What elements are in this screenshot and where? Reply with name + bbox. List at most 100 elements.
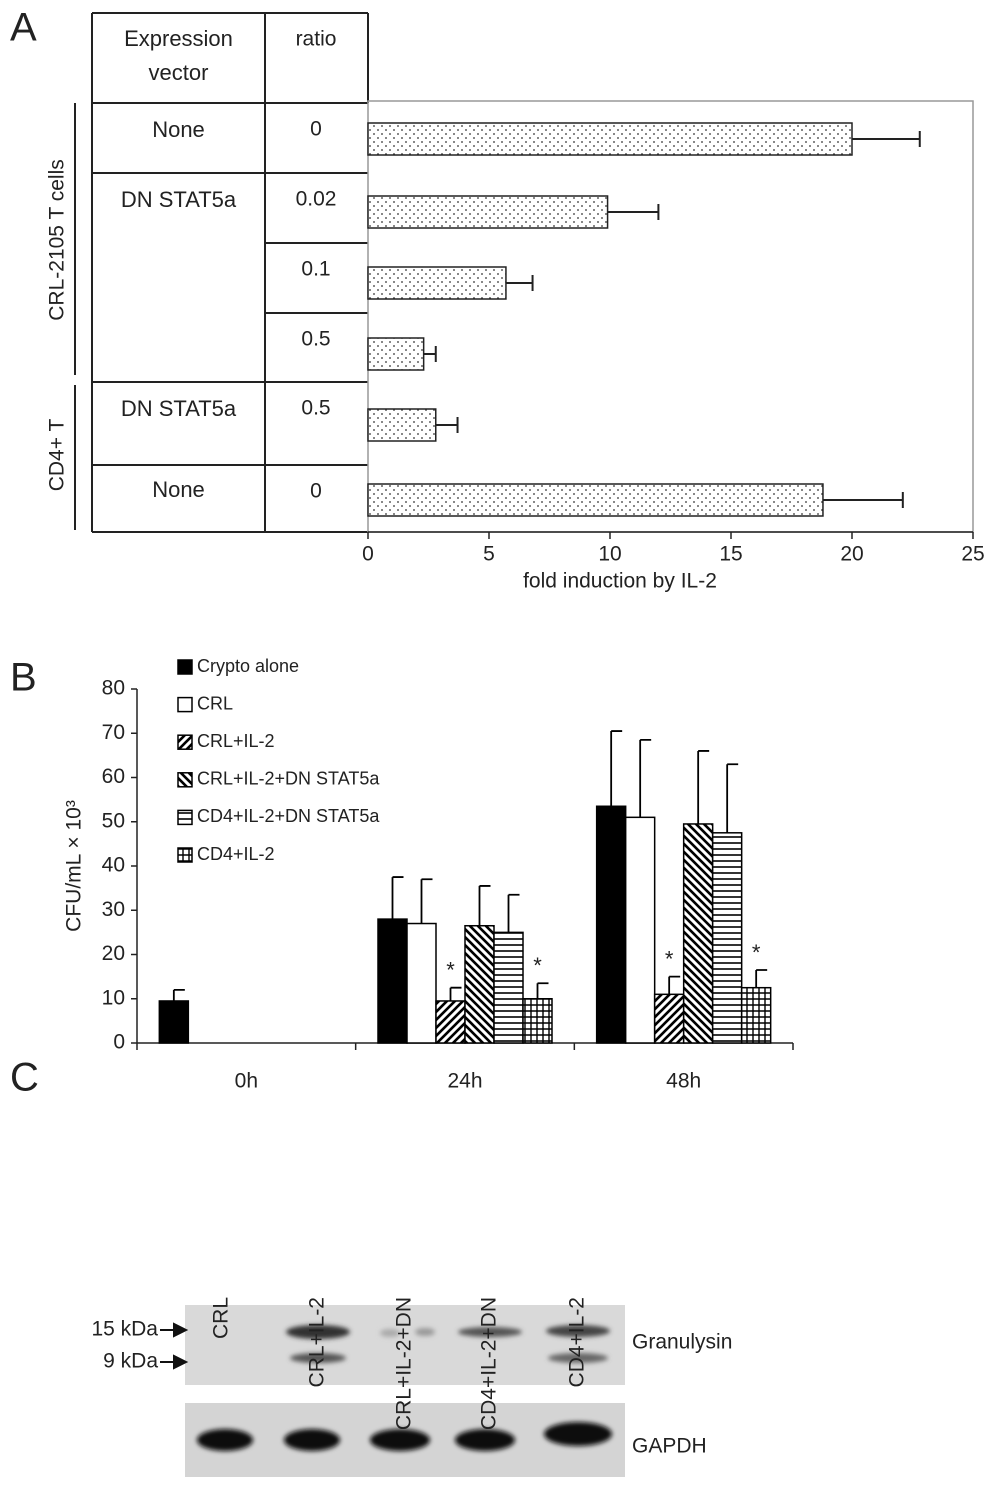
lane-label: CRL	[210, 1297, 233, 1339]
x-tick-label: 5	[483, 543, 495, 566]
protein-label: Granulysin	[632, 1331, 732, 1354]
error-bar	[172, 989, 185, 1001]
error-bar	[505, 275, 534, 291]
bar	[595, 805, 627, 1044]
bar	[367, 408, 437, 442]
protein-label: GAPDH	[632, 1435, 707, 1458]
panel-label: C	[10, 1056, 39, 1100]
legend-swatch	[177, 772, 193, 788]
vector-label: DN STAT5a	[120, 187, 237, 212]
error-bar	[639, 738, 652, 818]
x-tick-label: 24h	[447, 1070, 482, 1093]
x-tick-label: 10	[598, 543, 621, 566]
row-group-label: CD4+ T	[46, 419, 69, 492]
legend-label: Crypto alone	[197, 656, 299, 676]
ratio-label: 0.02	[296, 188, 337, 211]
legend-swatch	[177, 847, 193, 863]
bar	[377, 918, 408, 1044]
significance-mark: *	[533, 953, 542, 978]
panel-label: A	[10, 6, 37, 50]
ratio-label: 0	[310, 480, 322, 503]
error-bar	[391, 876, 404, 920]
y-tick-label: 70	[102, 721, 125, 744]
legend-label: CRL	[197, 693, 233, 713]
error-bar	[420, 878, 433, 924]
plot-frame	[367, 100, 974, 533]
significance-mark: *	[752, 940, 761, 965]
error-bar	[536, 982, 549, 999]
y-tick-label: 60	[102, 765, 125, 788]
error-bar	[610, 730, 623, 807]
error-bar	[822, 492, 904, 508]
bar	[367, 122, 853, 156]
row-group-label: CRL-2105 T cells	[46, 159, 69, 320]
bar	[367, 337, 425, 371]
error-bar	[726, 763, 739, 833]
column-header: ratio	[296, 28, 337, 51]
vector-label: DN STAT5a	[120, 396, 237, 421]
ratio-label: 0.1	[301, 258, 330, 281]
bar	[435, 1000, 466, 1044]
ratio-label: 0	[310, 118, 322, 141]
vector-label: None	[152, 117, 205, 142]
error-bar	[668, 975, 681, 995]
blot-bands	[197, 1325, 612, 1451]
bar	[493, 931, 524, 1044]
error-bar	[423, 346, 437, 362]
x-tick-label: 15	[719, 543, 742, 566]
bar	[158, 1000, 190, 1044]
error-bar	[478, 885, 491, 926]
legend-label: CD4+IL-2+DN STAT5a	[197, 806, 380, 826]
legend-swatch	[177, 809, 193, 826]
ratio-label: 0.5	[301, 397, 330, 420]
significance-mark: *	[446, 958, 455, 983]
bar	[367, 195, 609, 229]
panel-label: B	[10, 656, 37, 700]
legend-swatch	[177, 659, 193, 675]
marker-label: 15 kDa	[91, 1318, 158, 1341]
marker-arrows	[160, 1322, 189, 1370]
bar	[624, 816, 656, 1044]
error-bar	[507, 893, 520, 933]
bar	[682, 823, 714, 1044]
y-axis-label: CFU/mL × 10³	[63, 800, 86, 932]
lane-label: CD4+IL-2+DN	[478, 1297, 501, 1430]
column-header: Expression vector	[124, 26, 233, 85]
y-tick-label: 50	[102, 809, 125, 832]
vector-label: None	[152, 477, 205, 502]
bar	[367, 266, 507, 300]
error-bar	[435, 417, 459, 433]
y-tick-label: 80	[102, 677, 125, 700]
legend-label: CRL+IL-2+DN STAT5a	[197, 769, 380, 789]
x-axis-label: fold induction by IL-2	[523, 570, 717, 593]
marker-label: 9 kDa	[103, 1350, 158, 1373]
table-frame	[74, 12, 369, 533]
x-tick-label: 25	[961, 543, 984, 566]
x-tick-label: 0	[362, 543, 374, 566]
legend-label: CD4+IL-2	[197, 844, 275, 864]
y-tick-label: 10	[102, 986, 125, 1009]
lane-label: CRL+IL-2+DN	[393, 1297, 416, 1430]
legend-swatch	[177, 734, 193, 750]
bar	[653, 993, 685, 1044]
error-bar	[697, 750, 710, 824]
x-tick-label: 48h	[666, 1070, 701, 1093]
bar	[711, 832, 743, 1044]
legend-swatch	[177, 696, 193, 713]
y-tick-label: 40	[102, 854, 125, 877]
lane-label: CRL+IL-2	[306, 1297, 329, 1387]
bar	[522, 998, 553, 1044]
y-tick-label: 0	[113, 1031, 125, 1054]
x-tick-label: 0h	[235, 1070, 258, 1093]
error-bar	[607, 204, 660, 220]
legend-label: CRL+IL-2	[197, 731, 275, 751]
error-bar	[449, 986, 462, 1001]
bar	[740, 986, 772, 1044]
error-bar	[852, 131, 921, 147]
x-tick-label: 20	[840, 543, 863, 566]
bar	[406, 922, 437, 1044]
error-bar	[755, 969, 768, 988]
ratio-label: 0.5	[301, 328, 330, 351]
